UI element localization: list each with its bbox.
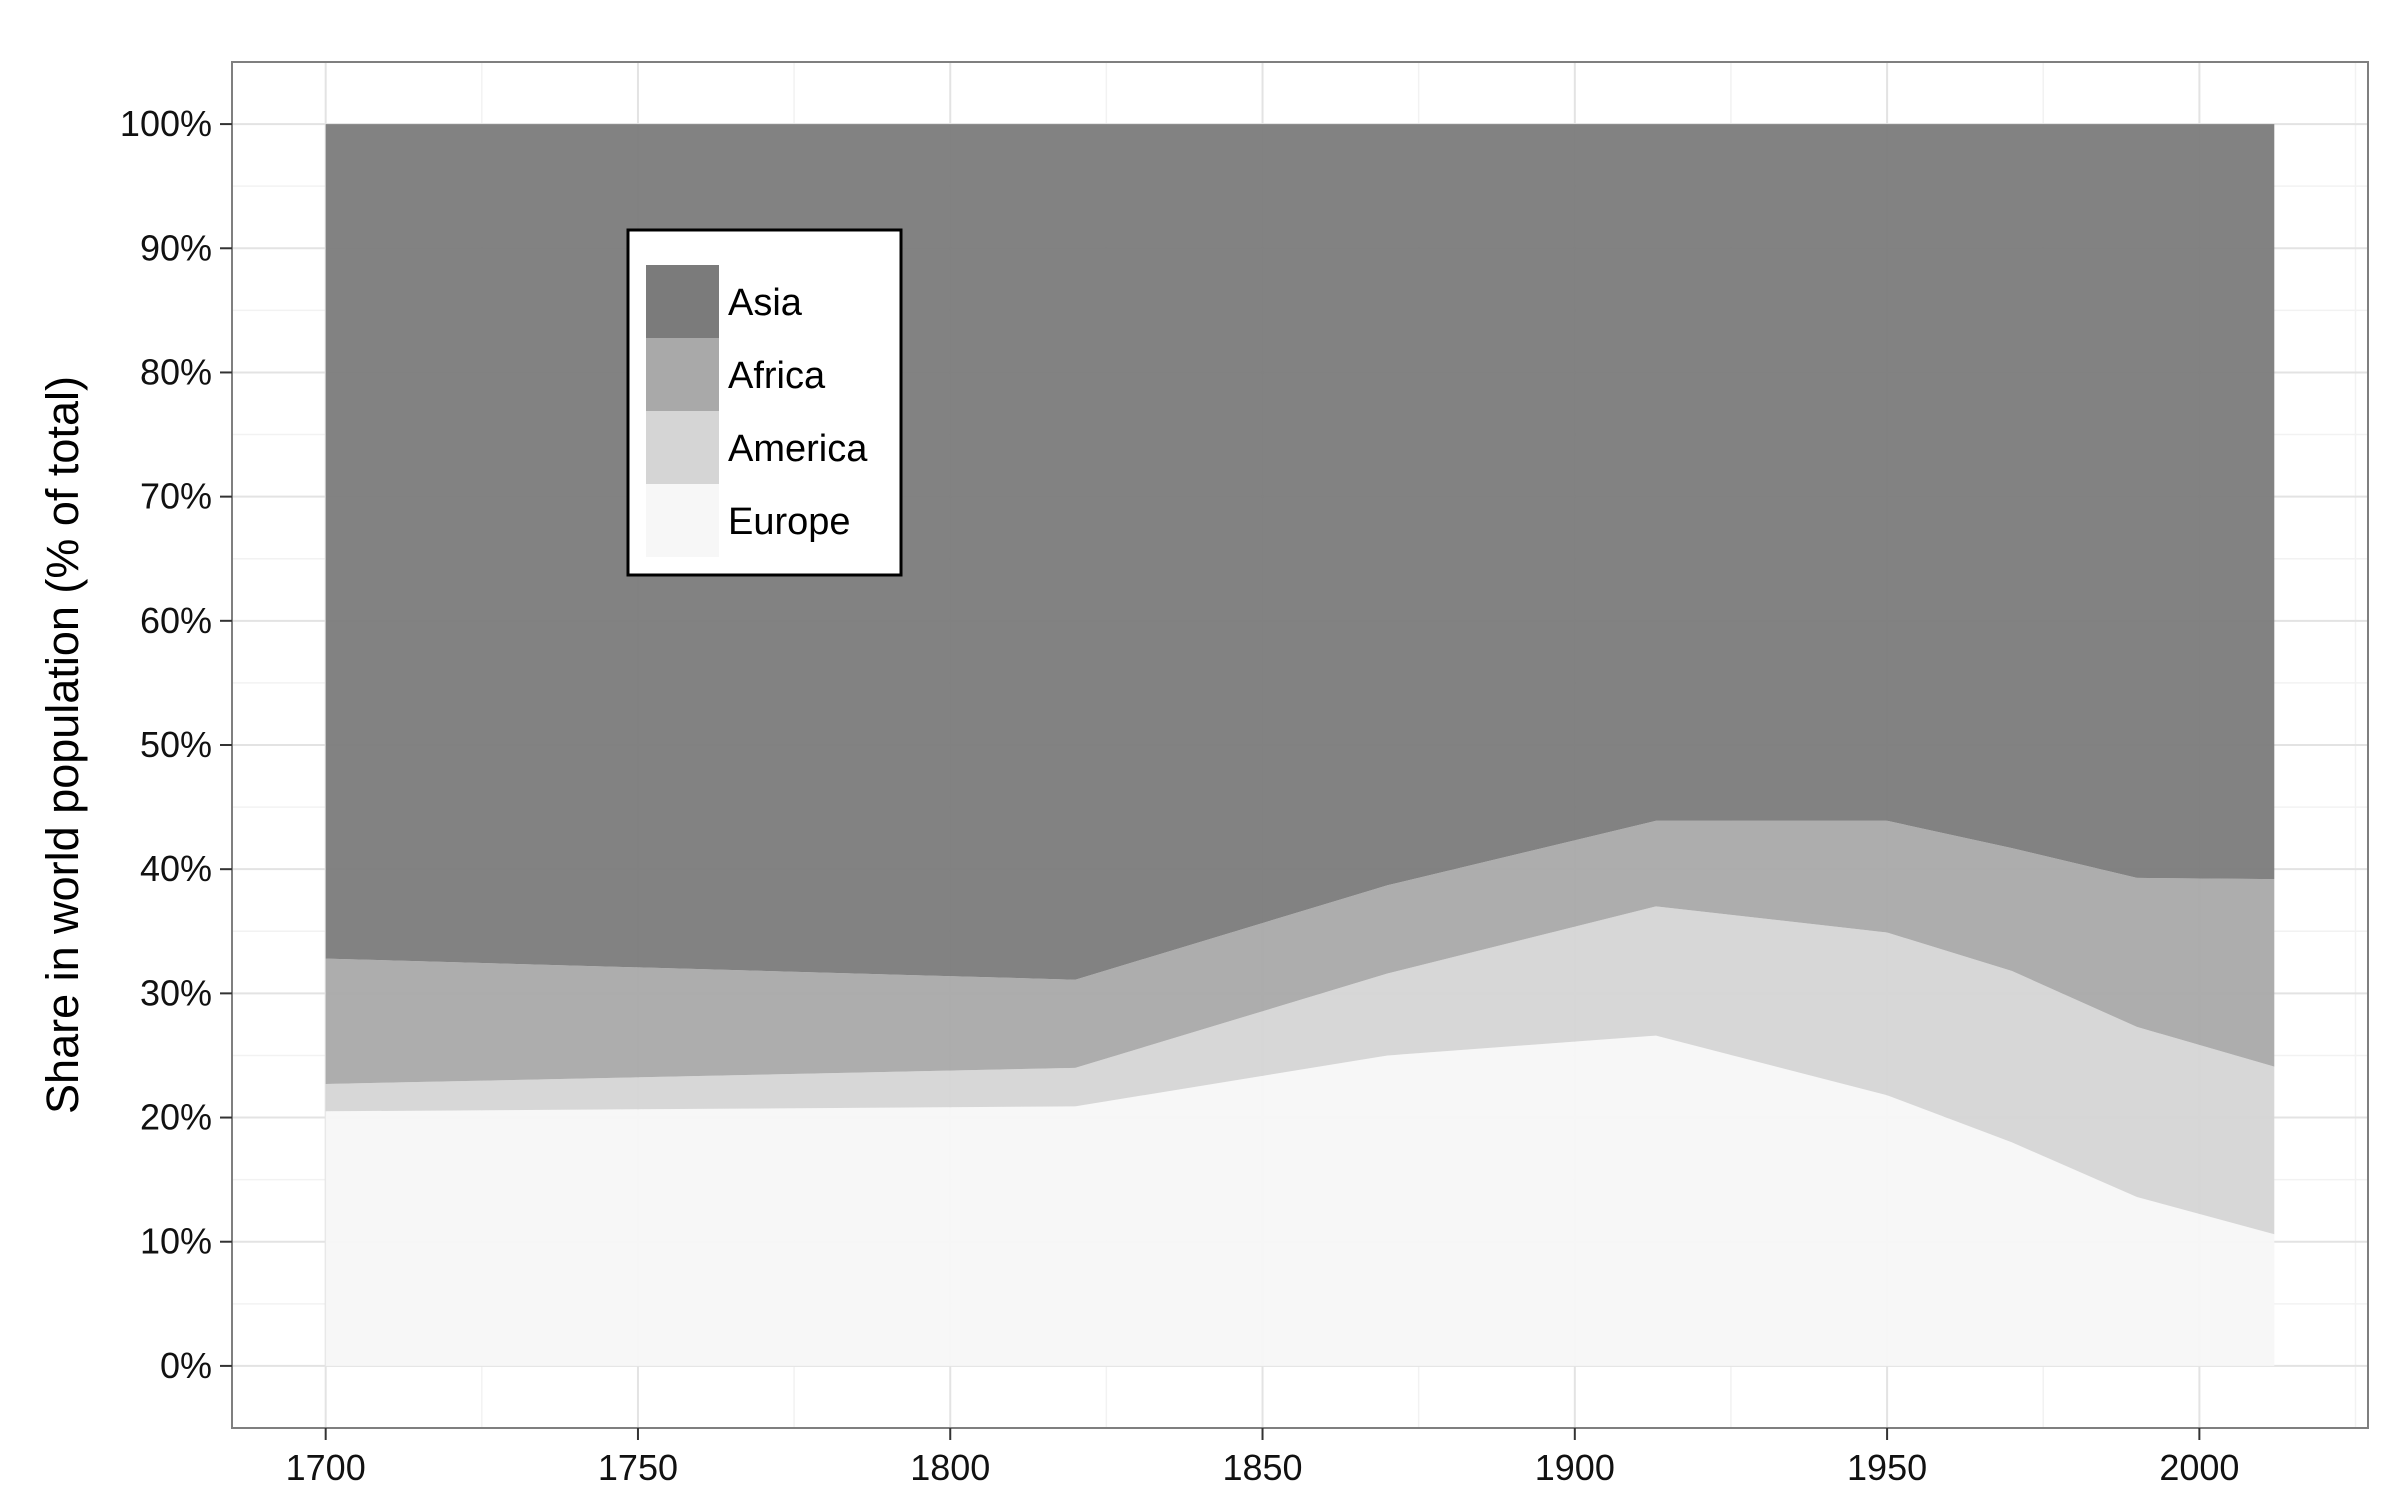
stacked-areas (325, 124, 2275, 1366)
legend-swatch-africa (646, 338, 719, 411)
y-axis-title: Share in world population (% of total) (37, 376, 88, 1114)
legend-swatch-america (646, 411, 719, 484)
y-tick-label: 40% (140, 848, 212, 889)
x-tick-label: 1700 (286, 1447, 366, 1488)
x-tick-label: 2000 (2159, 1447, 2239, 1488)
y-tick-label: 30% (140, 972, 212, 1013)
x-tick-label: 1750 (598, 1447, 678, 1488)
legend-label-africa: Africa (728, 355, 826, 397)
legend-swatch-asia (646, 265, 719, 338)
area-africa (325, 820, 2275, 1084)
x-tick-label: 1950 (1847, 1447, 1927, 1488)
y-tick-label: 90% (140, 227, 212, 268)
x-tick-label: 1900 (1535, 1447, 1615, 1488)
x-axis: 1700 1750 1800 1850 1900 1950 2000 (286, 1428, 2239, 1488)
legend: Asia Africa America Europe (626, 228, 903, 577)
y-tick-label: 10% (140, 1221, 212, 1262)
y-tick-label: 50% (140, 724, 212, 765)
y-tick-label: 0% (160, 1345, 212, 1386)
legend-swatch-europe (646, 484, 719, 557)
x-tick-label: 1850 (1222, 1447, 1302, 1488)
legend-label-asia: Asia (728, 282, 803, 324)
x-tick-label: 1800 (910, 1447, 990, 1488)
area-europe (325, 1035, 2275, 1366)
y-tick-label: 20% (140, 1097, 212, 1138)
legend-label-america: America (728, 428, 868, 470)
y-tick-label: 70% (140, 476, 212, 517)
y-tick-label: 100% (120, 103, 212, 144)
area-america (325, 906, 2275, 1235)
y-tick-label: 60% (140, 600, 212, 641)
y-axis: 0% 10% 20% 30% 40% 50% 60% 70% 80% 90% 100% (120, 103, 232, 1386)
legend-label-europe: Europe (728, 501, 851, 543)
y-tick-label: 80% (140, 351, 212, 392)
